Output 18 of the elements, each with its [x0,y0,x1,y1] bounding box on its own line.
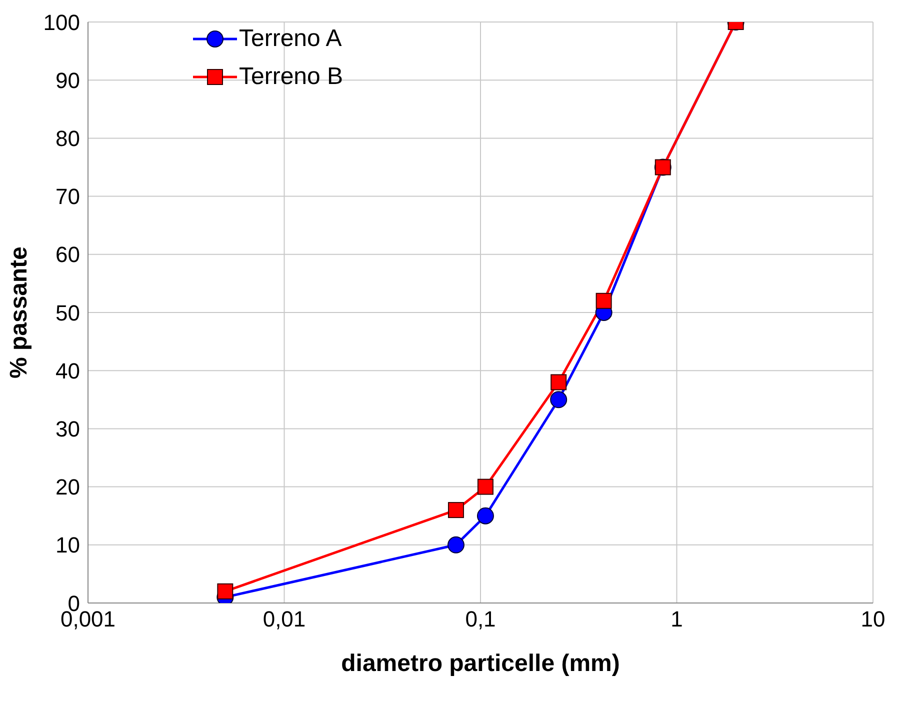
y-tick-label: 60 [56,242,80,268]
x-axis-title: diametro particelle (mm) [341,650,620,677]
y-tick-label: 70 [56,184,80,210]
y-tick-label: 30 [56,416,80,442]
y-tick-label: 90 [56,68,80,93]
x-tick-label: 0,01 [262,606,306,632]
y-tick-label: 20 [56,474,80,500]
legend-label: Terreno B [239,63,344,91]
y-tick-label: 40 [56,358,80,384]
y-axis-title: % passante [6,246,33,379]
y-tick-label: 50 [56,300,80,326]
y-tick-label: 80 [56,126,80,152]
x-tick-label: 1 [670,606,683,632]
legend-label: Terreno A [239,25,342,53]
y-tick-label: 100 [43,10,80,35]
y-tick-label: 10 [56,532,80,558]
x-tick-label: 0,1 [465,606,496,632]
x-tick-label: 10 [860,606,886,632]
